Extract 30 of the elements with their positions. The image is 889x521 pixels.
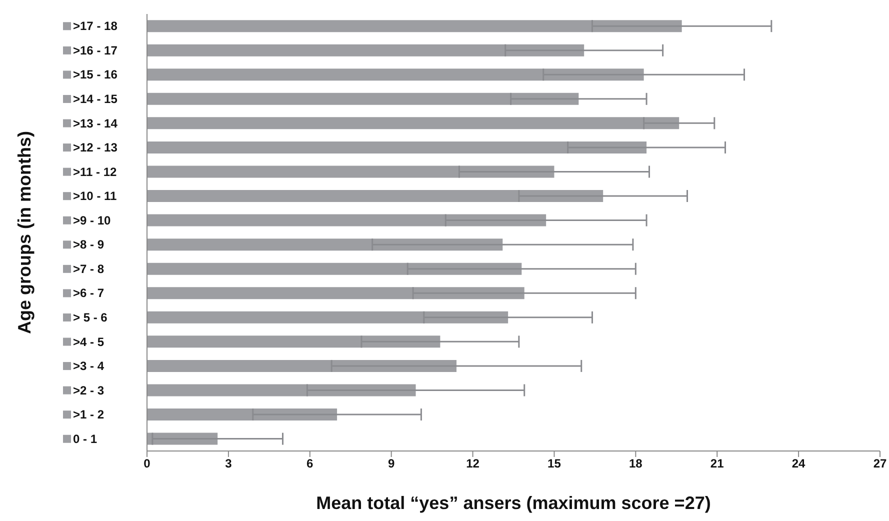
y-tick-label: >7 - 8 bbox=[73, 262, 104, 276]
x-tick-label: 24 bbox=[792, 456, 806, 471]
x-tick-label: 27 bbox=[873, 456, 887, 471]
x-tick-label: 18 bbox=[628, 456, 643, 471]
y-tick-label: >1 - 2 bbox=[73, 408, 104, 422]
y-tick-label: >4 - 5 bbox=[73, 334, 104, 349]
y-axis-title: Age groups (in months) bbox=[14, 131, 34, 334]
x-tick-label: 0 bbox=[144, 456, 151, 471]
y-tick-label: >12 - 13 bbox=[73, 140, 118, 155]
x-tick-label: 9 bbox=[388, 456, 395, 471]
x-axis-title: Mean total “yes” ansers (maximum score =27) bbox=[316, 493, 711, 513]
y-tick-label: >15 - 16 bbox=[73, 68, 118, 82]
y-tick-label: >16 - 17 bbox=[73, 43, 118, 58]
y-tick-label: 0 - 1 bbox=[73, 432, 98, 446]
y-tick-label: >11 - 12 bbox=[73, 164, 118, 179]
x-tick-label: 6 bbox=[306, 456, 314, 471]
x-tick-label: 12 bbox=[466, 456, 480, 471]
y-tick-label: >6 - 7 bbox=[73, 286, 104, 300]
y-tick-label: >9 - 10 bbox=[73, 213, 112, 228]
y-tick-label: >2 - 3 bbox=[73, 383, 104, 398]
x-tick-label: 15 bbox=[548, 456, 562, 471]
y-tick-label: > 5 - 6 bbox=[73, 310, 108, 324]
y-tick-label: >17 - 18 bbox=[73, 19, 118, 34]
y-tick-label: >10 - 11 bbox=[73, 189, 118, 204]
y-tick-label: >14 - 15 bbox=[73, 92, 118, 106]
x-tick-label: 21 bbox=[710, 456, 724, 471]
y-tick-label: >13 - 14 bbox=[73, 116, 118, 130]
y-tick-label: >3 - 4 bbox=[73, 359, 104, 374]
y-tick-label: >8 - 9 bbox=[73, 238, 104, 252]
x-tick-label: 3 bbox=[225, 456, 232, 471]
